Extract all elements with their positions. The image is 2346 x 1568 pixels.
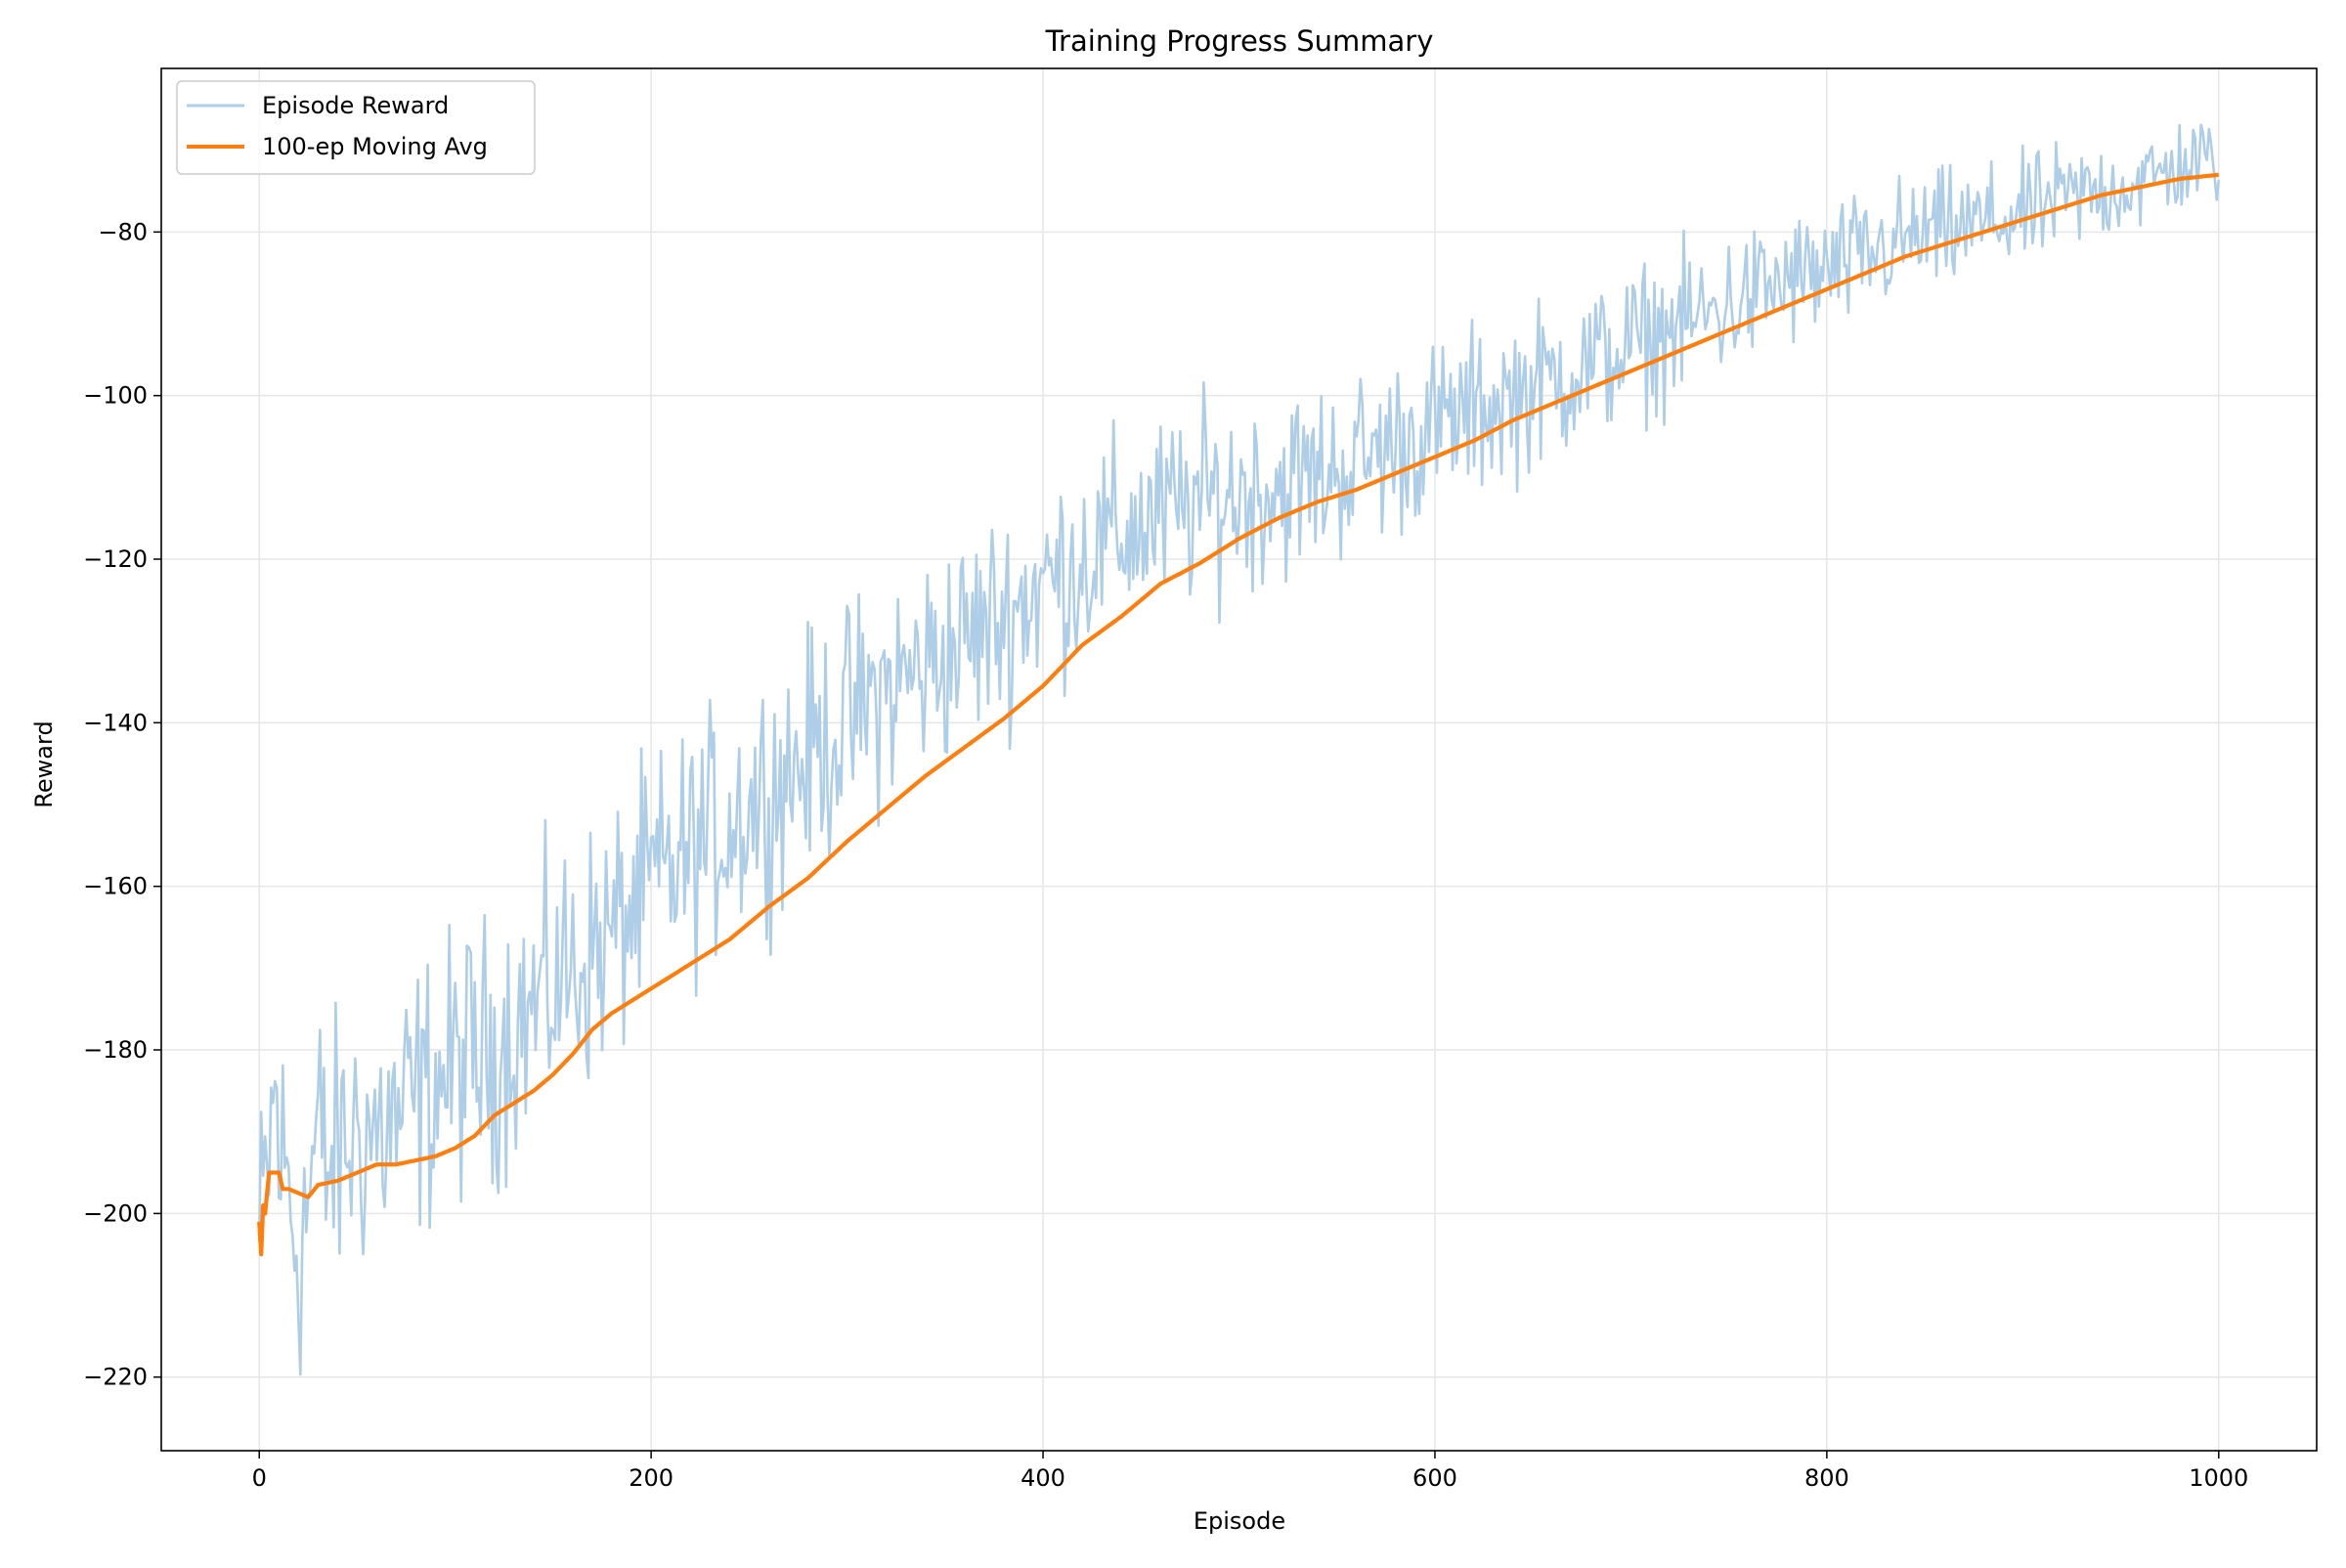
x-tick-label: 600: [1412, 1464, 1457, 1492]
legend-label-moving-avg: 100-ep Moving Avg: [262, 133, 488, 160]
tick-layer: 0 200 400 600 800 1000 −220 −200 −180 −160 −140 −12…: [83, 218, 2248, 1492]
y-tick-label: −120: [83, 545, 148, 573]
x-tick-label: 800: [1804, 1464, 1849, 1492]
y-tick-label: −100: [83, 382, 148, 410]
legend-label-episode-reward: Episode Reward: [262, 92, 449, 119]
legend-box: [176, 80, 536, 175]
series-layer: [257, 123, 2221, 1376]
y-tick-label: −200: [83, 1199, 148, 1227]
x-tick-label: 1000: [2189, 1464, 2248, 1492]
x-axis-label: Episode: [1194, 1507, 1285, 1535]
series-line-0: [257, 123, 2221, 1376]
x-tick-label: 400: [1021, 1464, 1065, 1492]
x-tick-label: 200: [629, 1464, 673, 1492]
series-line-1: [257, 172, 2220, 1257]
y-axis-label: Reward: [30, 720, 58, 807]
chart-title: Training Progress Summary: [1045, 24, 1434, 58]
y-tick-label: −140: [83, 709, 148, 736]
y-tick-label: −220: [83, 1364, 148, 1391]
y-tick-label: −160: [83, 873, 148, 900]
y-tick-label: −80: [98, 218, 148, 245]
y-tick-label: −180: [83, 1036, 148, 1064]
x-tick-label: 0: [252, 1464, 267, 1492]
plot-frame: [160, 67, 2318, 1452]
legend: Episode Reward 100-ep Moving Avg: [176, 80, 536, 175]
